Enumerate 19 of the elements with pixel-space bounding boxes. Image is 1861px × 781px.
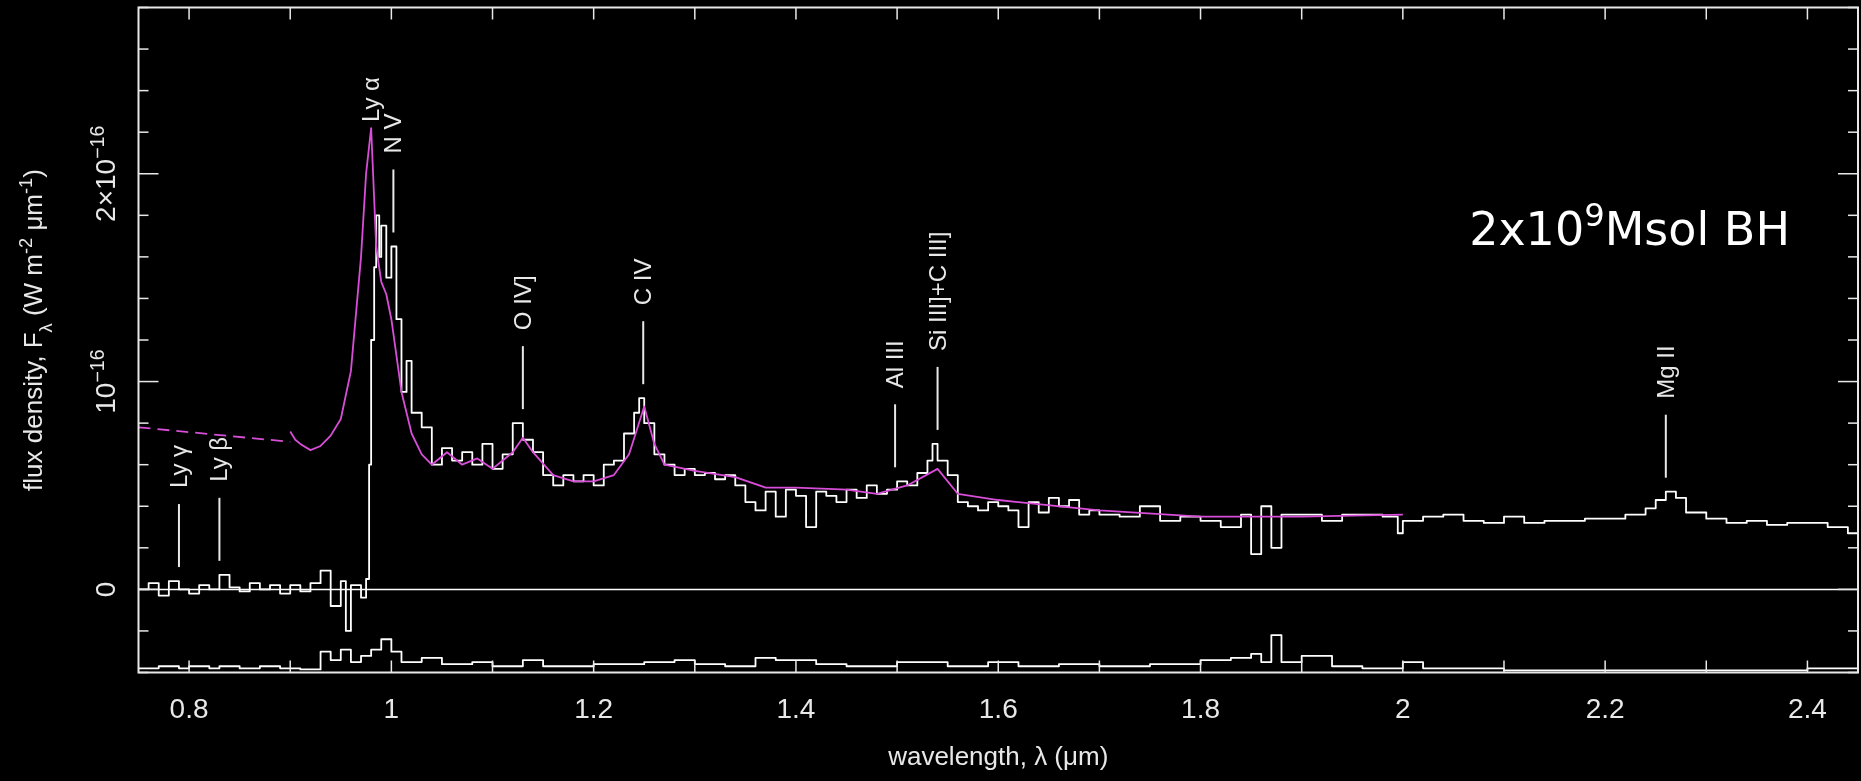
x-tick-label: 1 [383, 692, 400, 724]
x-tick-label: 2.2 [1585, 692, 1625, 724]
x-tick-label: 0.8 [169, 692, 209, 724]
annotation: Si III]+C III] [923, 231, 951, 351]
annotation: Ly γ [164, 444, 192, 489]
x-tick-label: 1.2 [574, 692, 614, 724]
x-tick-label: 2.4 [1787, 692, 1827, 724]
x-tick-label: 1.8 [1181, 692, 1221, 724]
annotation: Mg II [1651, 345, 1679, 399]
x-tick-label: 1.4 [776, 692, 816, 724]
y-tick-label: 0 [89, 581, 121, 598]
x-tick-label: 2 [1395, 692, 1411, 724]
annotation: Ly β [205, 436, 233, 482]
x-axis-title: wavelength, λ (μm) [887, 741, 1109, 771]
annotation: Al III [881, 340, 909, 389]
annotation: C IV [629, 258, 657, 306]
annotation: 2x10$^{9}$Msol BH [1469, 196, 1790, 256]
annotation: O IV] [508, 275, 536, 331]
x-tick-label: 1.6 [978, 692, 1018, 724]
